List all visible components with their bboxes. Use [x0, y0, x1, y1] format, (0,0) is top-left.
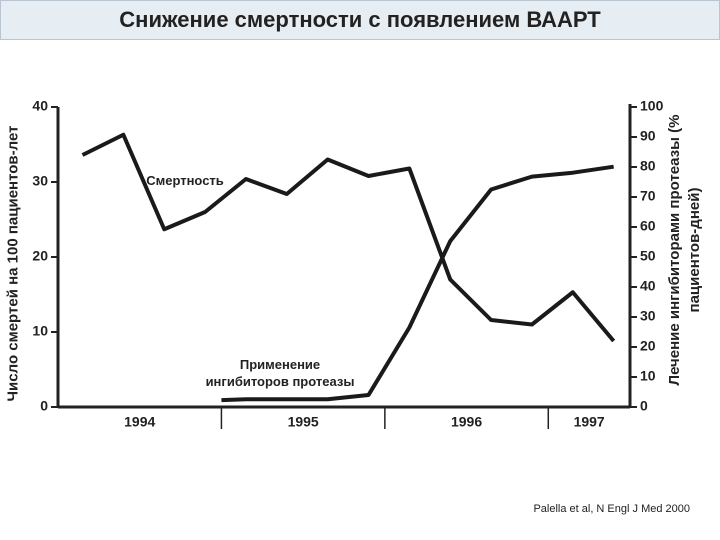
y2-tick-label: 100 [640, 98, 664, 114]
y-axis-label: Число смертей на 100 пациентов-лет [4, 125, 22, 402]
y-tick-label: 40 [32, 98, 48, 114]
y2-tick-label: 70 [640, 188, 656, 204]
y2-tick-label: 30 [640, 308, 656, 324]
y-tick-label: 0 [40, 398, 48, 414]
y2-tick-label: 50 [640, 248, 656, 264]
y-tick-label: 10 [32, 323, 48, 339]
y2-tick-label: 60 [640, 218, 656, 234]
series-label: Смертность [146, 173, 224, 188]
y2-tick-label: 20 [640, 338, 656, 354]
y2-tick-label: 0 [640, 398, 648, 414]
series-line [221, 164, 614, 403]
y-tick-label: 30 [32, 173, 48, 189]
series-line [81, 132, 616, 343]
x-tick-label: 1997 [574, 414, 605, 430]
y2-tick-label: 80 [640, 158, 656, 174]
x-tick-label: 1994 [124, 414, 155, 430]
y2-axis-label: Лечение ингибиторами протеазы (% пациент… [666, 114, 703, 386]
slide-title: Снижение смертности с появлением ВААРТ [0, 0, 720, 40]
y2-tick-label: 10 [640, 368, 656, 384]
y2-tick-label: 90 [640, 128, 656, 144]
citation: Palella et al, N Engl J Med 2000 [533, 503, 690, 515]
x-tick-label: 1996 [451, 414, 482, 430]
x-tick-label: 1995 [288, 414, 319, 430]
y-tick-label: 20 [32, 248, 48, 264]
series-label: Применение ингибиторов протеазы [205, 357, 355, 389]
y2-tick-label: 40 [640, 278, 656, 294]
